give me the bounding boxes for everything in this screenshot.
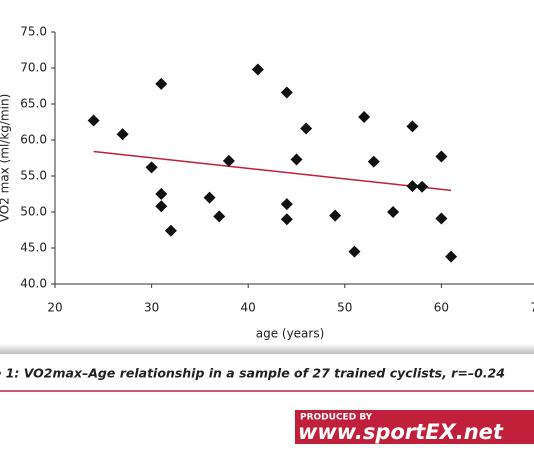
point bbox=[358, 110, 371, 123]
point bbox=[222, 154, 235, 167]
x-tick-label: 70 bbox=[530, 301, 534, 315]
point bbox=[280, 213, 293, 226]
x-tick-label: 60 bbox=[434, 301, 449, 315]
x-tick-label: 50 bbox=[337, 301, 352, 315]
point bbox=[116, 128, 129, 141]
point bbox=[203, 191, 216, 204]
point bbox=[155, 188, 168, 200]
y-tick-label: 60.0 bbox=[20, 133, 47, 147]
separator bbox=[0, 344, 534, 354]
point bbox=[155, 77, 168, 90]
y-tick-label: 70.0 bbox=[20, 61, 47, 75]
y-tick-label: 55.0 bbox=[20, 169, 47, 183]
point bbox=[445, 250, 458, 263]
y-tick-label: 40.0 bbox=[20, 277, 47, 291]
point bbox=[251, 63, 264, 76]
y-tick-label: 50.0 bbox=[20, 205, 47, 219]
x-tick-label: 20 bbox=[47, 301, 62, 315]
point bbox=[290, 153, 303, 166]
logo-top: PRODUCED BY bbox=[300, 413, 373, 423]
logo-main: www.sportEX.net bbox=[298, 420, 504, 444]
point bbox=[406, 180, 419, 193]
point bbox=[435, 212, 448, 225]
point bbox=[145, 161, 158, 174]
x-tick-label: 40 bbox=[241, 301, 256, 315]
point bbox=[87, 114, 100, 127]
x-tick-label: 30 bbox=[144, 301, 159, 315]
point bbox=[416, 180, 429, 193]
point bbox=[164, 224, 177, 237]
trend-line bbox=[93, 150, 452, 192]
caption: Figure 1: VO2max–Age relationship in a s… bbox=[0, 366, 505, 381]
x-axis-label: age (years) bbox=[256, 327, 325, 341]
logo-box bbox=[295, 410, 534, 444]
point bbox=[329, 209, 342, 222]
point bbox=[435, 150, 448, 163]
point bbox=[155, 200, 168, 213]
y-tick-label: 65.0 bbox=[20, 97, 47, 111]
y-tick-label: 75.0 bbox=[20, 25, 47, 39]
y-axis-label: VO2 max (ml/kg/min) bbox=[0, 94, 12, 223]
y-tick-label: 45.0 bbox=[20, 241, 47, 255]
point bbox=[367, 155, 380, 168]
point bbox=[387, 206, 400, 218]
point bbox=[280, 198, 293, 211]
point bbox=[406, 120, 419, 133]
point bbox=[280, 86, 293, 99]
point bbox=[348, 245, 361, 258]
point bbox=[300, 122, 313, 135]
point bbox=[213, 210, 226, 223]
